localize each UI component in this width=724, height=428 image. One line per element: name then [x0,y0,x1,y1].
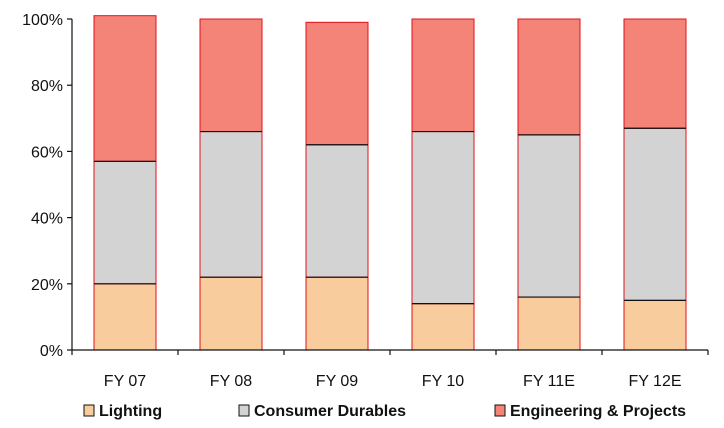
bar-segment-engineering-projects [623,18,687,129]
bar-segment-engineering-projects [305,21,369,146]
bar-segment-engineering-projects [199,18,263,133]
legend-label: Consumer Durables [254,403,406,420]
legend-label: Lighting [99,403,162,420]
bar-segment-consumer-durables [199,131,263,278]
bar-segment-lighting [517,296,581,351]
bar-segment-lighting [305,276,369,351]
y-tick-label: 0% [40,343,63,360]
x-tick-label: FY 12E [628,373,681,390]
x-tick-label: FY 09 [316,373,359,390]
y-tick-label: 100% [22,12,63,29]
legend-swatch [83,404,95,417]
bar-segment-lighting [93,283,157,351]
bar-segment-consumer-durables [623,127,687,301]
bar-segment-lighting [623,299,687,351]
bar-segment-consumer-durables [93,160,157,285]
x-ticks: FY 07 FY 08 FY 09 FY 10 FY 11E FY 12E [71,350,709,390]
y-tick-label: 20% [31,277,63,294]
bar-segment-consumer-durables [305,144,369,278]
bar-segment-engineering-projects [93,15,157,162]
x-tick-label: FY 07 [104,373,147,390]
y-ticks: 0% 20% 40% 60% 80% 100% [22,12,72,360]
legend-swatch [494,404,506,417]
legend: Lighting Consumer Durables Engineering & P… [83,403,686,420]
legend-swatch [238,404,250,417]
bar-segment-consumer-durables [517,134,581,298]
bar-segment-engineering-projects [411,18,475,133]
x-tick-label: FY 11E [523,373,575,390]
y-tick-label: 60% [31,144,63,161]
plot-area [93,15,687,351]
bar-segment-consumer-durables [411,131,475,305]
bar-segment-engineering-projects [517,18,581,136]
x-tick-label: FY 10 [422,373,465,390]
x-tick-label: FY 08 [210,373,253,390]
bar-segment-lighting [411,303,475,351]
bar-segment-lighting [199,276,263,351]
legend-label: Engineering & Projects [510,403,686,420]
y-tick-label: 80% [31,78,63,95]
y-tick-label: 40% [31,211,63,228]
